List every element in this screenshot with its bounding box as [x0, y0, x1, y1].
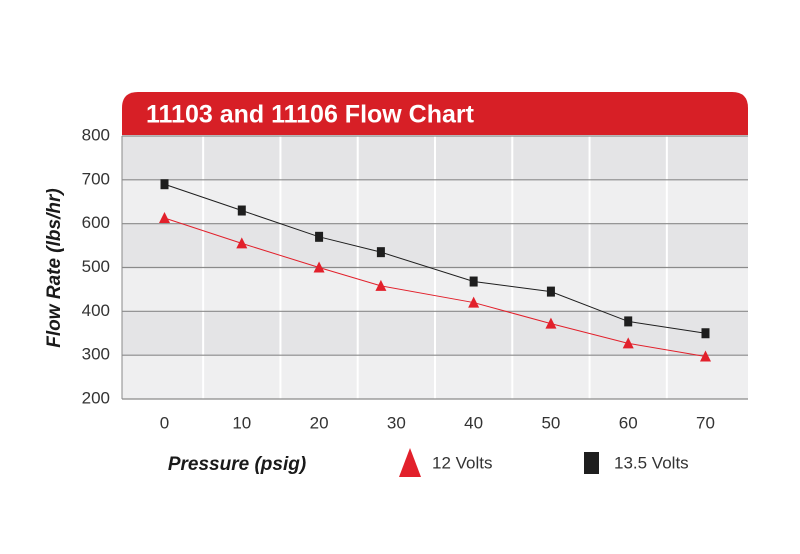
y-tick-label: 600	[82, 213, 110, 232]
x-tick-label: 70	[696, 413, 715, 432]
x-axis-label: Pressure (psig)	[168, 454, 306, 475]
series-line	[164, 217, 706, 357]
marker	[699, 350, 711, 362]
legend-marker	[584, 452, 599, 474]
y-tick-label: 200	[82, 388, 110, 407]
marker	[375, 279, 387, 291]
legend-marker	[399, 448, 421, 477]
legend-label: 13.5 Volts	[614, 453, 689, 472]
plot-area: 200 300 400 500 600 700 800 0 10 20 30 40 50 60 70 12 V…	[82, 125, 748, 477]
x-tick-label: 40	[464, 413, 483, 432]
x-tick-label: 60	[619, 413, 638, 432]
y-tick-label: 400	[82, 301, 110, 320]
x-tick-label: 10	[232, 413, 251, 432]
y-axis-label: Flow Rate (lbs/hr)	[44, 188, 65, 347]
x-tick-label: 50	[541, 413, 560, 432]
x-tick-label: 0	[160, 413, 169, 432]
marker	[469, 276, 478, 287]
y-tick-label: 300	[82, 345, 110, 364]
y-tick-label: 500	[82, 257, 110, 276]
marker	[315, 231, 324, 242]
marker	[468, 296, 480, 308]
marker	[622, 337, 634, 349]
x-tick-label: 20	[310, 413, 329, 432]
marker	[376, 247, 385, 258]
title-bar	[122, 92, 748, 135]
y-tick-label: 700	[82, 169, 110, 188]
x-tick-label: 30	[387, 413, 406, 432]
marker	[160, 179, 169, 190]
marker	[624, 316, 633, 327]
marker	[546, 286, 555, 297]
legend-label: 12 Volts	[432, 453, 493, 472]
y-tick-label: 800	[82, 125, 110, 144]
series-line	[164, 183, 706, 334]
marker	[236, 237, 248, 249]
chart-title: 11103 and 11106 Flow Chart	[146, 101, 475, 129]
marker	[545, 317, 557, 329]
marker	[701, 328, 710, 339]
marker	[313, 261, 325, 273]
marker	[237, 205, 246, 216]
marker	[159, 211, 171, 223]
